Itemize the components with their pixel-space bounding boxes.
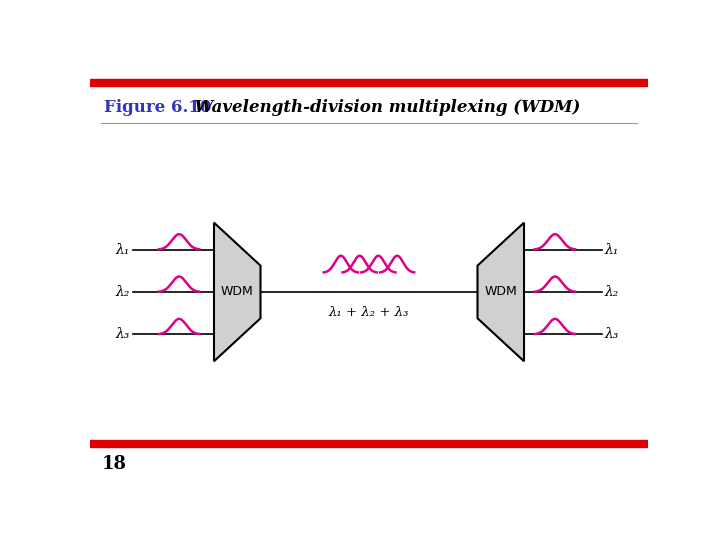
Text: λ₃: λ₃: [605, 327, 619, 341]
Text: λ₁: λ₁: [605, 242, 619, 256]
Text: WDM: WDM: [485, 286, 517, 299]
Text: 18: 18: [102, 455, 127, 472]
Text: λ₁ + λ₂ + λ₃: λ₁ + λ₂ + λ₃: [329, 306, 409, 319]
Text: Figure 6.10: Figure 6.10: [104, 99, 212, 116]
Text: λ₂: λ₂: [115, 285, 130, 299]
Bar: [90, 79, 648, 86]
Polygon shape: [477, 222, 524, 361]
Polygon shape: [214, 222, 261, 361]
Text: λ₂: λ₂: [605, 285, 619, 299]
Text: Wavelength-division multiplexing (WDM): Wavelength-division multiplexing (WDM): [183, 99, 580, 116]
Text: WDM: WDM: [221, 286, 253, 299]
Bar: [90, 440, 648, 448]
Text: λ₃: λ₃: [115, 327, 130, 341]
Text: λ₁: λ₁: [115, 242, 130, 256]
